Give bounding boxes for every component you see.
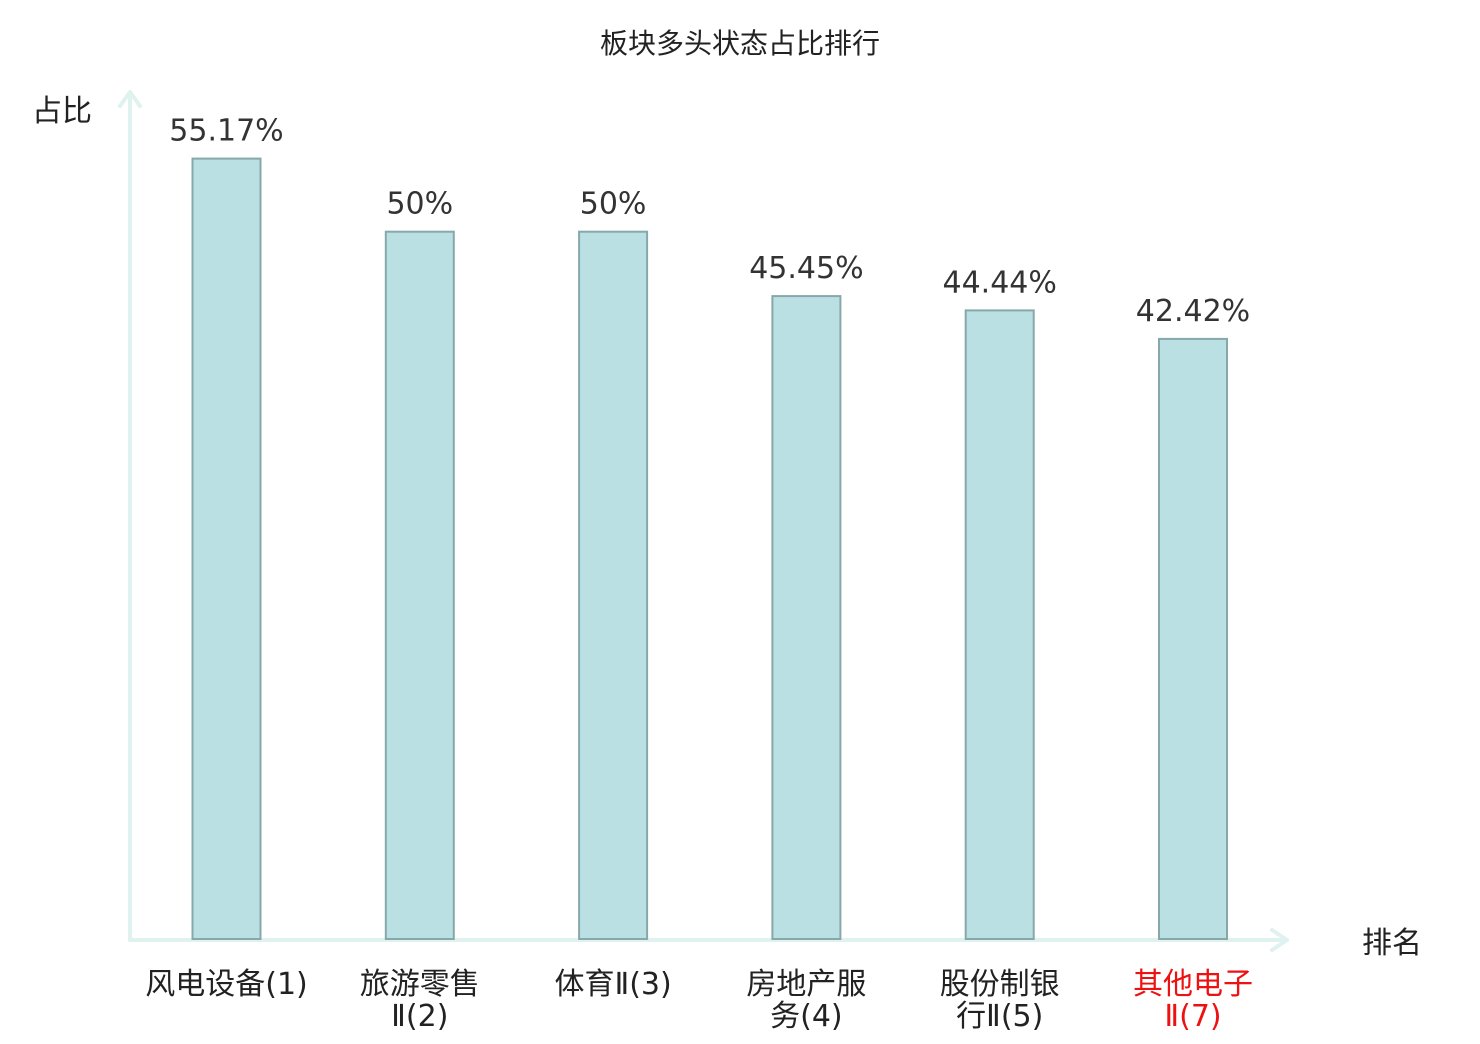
category-label-4: 房地产服务(4) (746, 967, 866, 1034)
value-label-1: 55.17% (169, 114, 283, 149)
y-axis-label: 占比 (32, 94, 92, 129)
bar-4 (771, 295, 842, 941)
category-labels: 风电设备(1) 旅游零售 Ⅱ(2) 体育Ⅱ(3) 房地产服务(4) 股份制银行Ⅱ(5) 其他… (145, 967, 1253, 1034)
bar-6 (1158, 337, 1228, 940)
value-label-4: 45.45% (749, 251, 863, 286)
value-label-3: 50% (580, 187, 647, 222)
category-label-line: 旅游零售 (360, 967, 480, 1002)
chart-title: 板块多头状态占比排行 (600, 27, 880, 60)
category-label-line: 其他电子 (1133, 967, 1253, 1002)
category-label-3: 体育Ⅱ(3) (554, 967, 671, 1002)
axes (118, 90, 1289, 952)
category-label-line: 务(4) (770, 999, 843, 1034)
category-label-line: Ⅱ(7) (1164, 999, 1221, 1034)
x-axis-label: 排名 (1362, 926, 1422, 961)
category-label-line: 房地产服 (746, 967, 866, 1002)
category-label-line: Ⅱ(2) (391, 999, 448, 1034)
bar-3 (578, 230, 649, 940)
category-label-line: 风电设备(1) (145, 967, 308, 1002)
category-label-6: 其他电子 Ⅱ(7) (1133, 967, 1253, 1034)
value-labels: 55.17% 50% 50% 45.45% 44.44% 42.42% (169, 114, 1250, 329)
category-label-line: 行Ⅱ(5) (956, 999, 1043, 1034)
value-label-6: 42.42% (1136, 294, 1250, 329)
bar-5 (964, 309, 1035, 940)
category-label-5: 股份制银行Ⅱ(5) (940, 967, 1060, 1034)
value-label-2: 50% (386, 187, 453, 222)
bars (191, 157, 1228, 941)
bar-1 (191, 157, 262, 941)
category-label-2: 旅游零售 Ⅱ(2) (360, 967, 480, 1034)
x-axis-arrow-icon (1270, 928, 1289, 952)
category-label-1: 风电设备(1) (145, 967, 308, 1002)
category-label-line: 股份制银 (940, 967, 1060, 1002)
value-label-5: 44.44% (943, 265, 1057, 300)
bar-2 (384, 230, 455, 940)
y-axis-arrow-icon (118, 90, 142, 108)
category-label-line: 体育Ⅱ(3) (554, 967, 671, 1002)
